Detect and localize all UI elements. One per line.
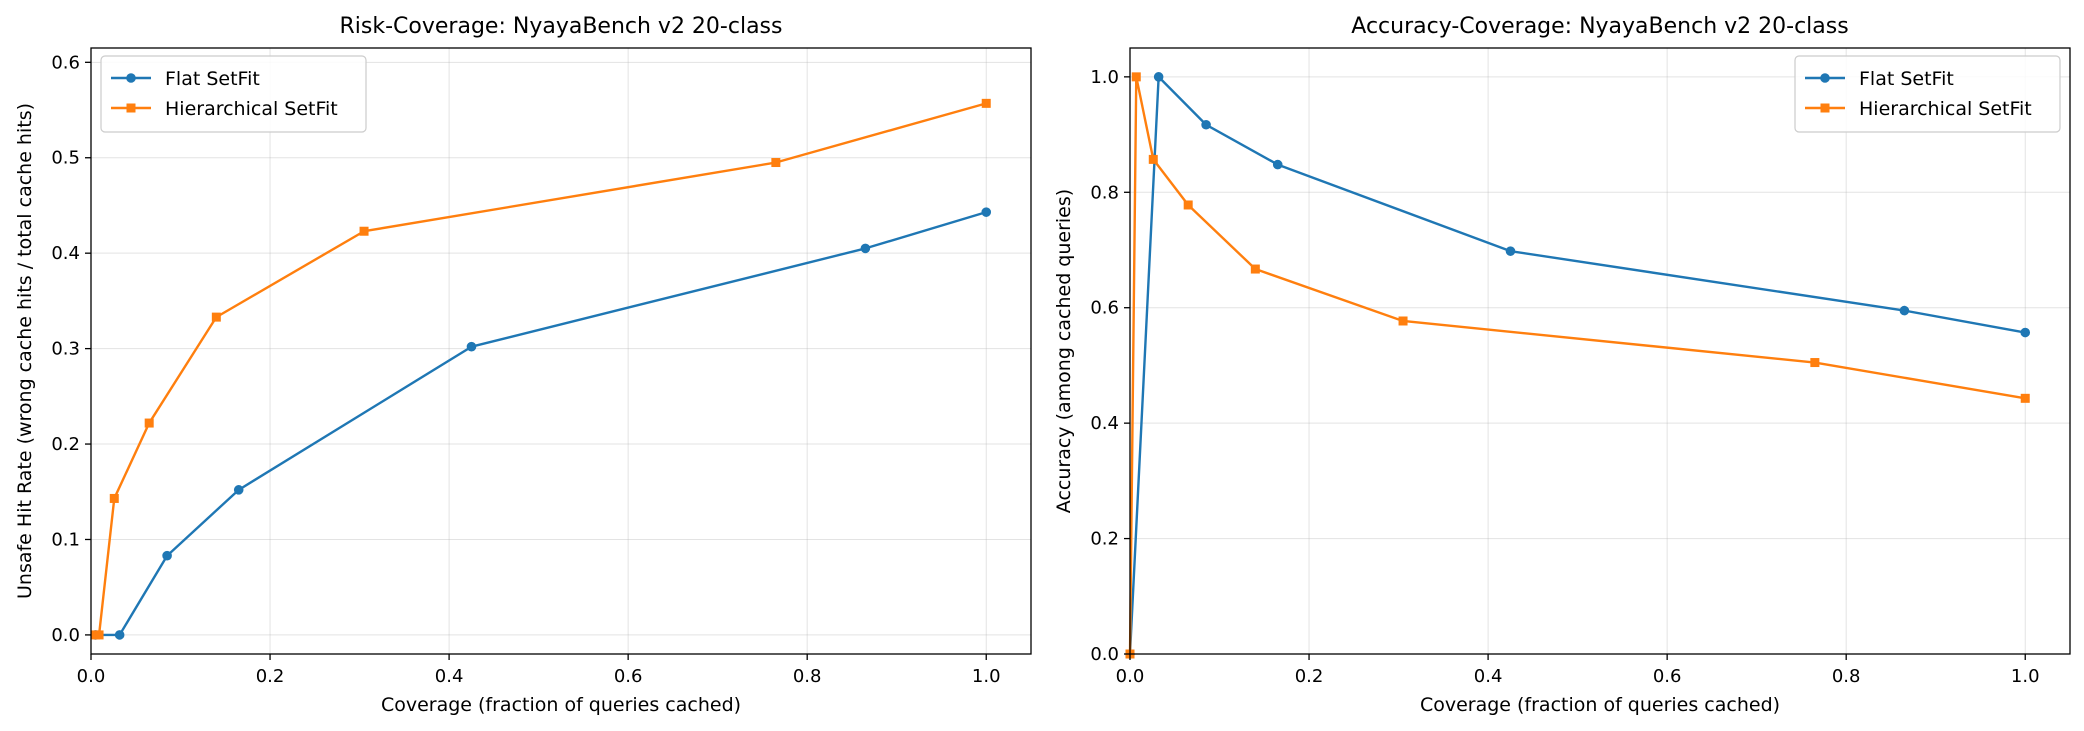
y-tick-label: 0.4 [1090,413,1119,434]
y-axis-label: Accuracy (among cached queries) [1053,189,1075,513]
x-tick-label: 0.6 [1653,666,1682,687]
data-point [211,312,221,322]
data-point [109,493,119,503]
x-tick-label: 1.0 [972,666,1001,687]
x-axis-label: Coverage (fraction of queries cached) [1420,694,1780,716]
x-tick-label: 0.2 [1295,666,1324,687]
data-point [1810,358,1820,368]
x-tick-label: 0.8 [1832,666,1861,687]
data-point [1505,246,1516,256]
y-tick-label: 0.2 [51,434,80,455]
data-point [771,158,781,168]
data-point [860,243,871,254]
legend-label: Hierarchical SetFit [1859,98,2032,120]
x-tick-label: 0.0 [77,666,106,687]
x-tick-label: 0.4 [1474,666,1503,687]
data-point [233,485,244,495]
risk-coverage-chart: 0.0 0.2 0.4 0.6 0.8 1.0 0.0 0.1 0.2 0.3 0.4 0.5 0.6 R… [14,14,1032,716]
y-tick-label: 0.5 [51,148,80,169]
y-tick-label: 0.6 [51,52,80,73]
y-tick-label: 0.6 [1090,298,1119,319]
y-tick-label: 0.0 [51,625,80,646]
legend-marker [126,73,136,83]
data-point [1148,154,1158,164]
data-point [1131,72,1141,82]
x-tick-label: 0.8 [793,666,822,687]
series-line-flat-setfit [95,210,987,637]
data-point [2020,393,2030,403]
y-tick-label: 0.1 [51,529,80,550]
plot-frame [90,47,1032,655]
y-tick-label: 0.4 [51,243,80,264]
data-point [162,550,172,561]
data-point [1272,159,1283,170]
chart-title: Risk-Coverage: NyayaBench v2 20-class [340,14,783,39]
data-point [144,418,154,428]
data-point [1201,119,1211,130]
legend: Flat SetFit Hierarchical SetFit [100,55,367,133]
legend-label: Hierarchical SetFit [165,98,338,120]
series-line-flat-setfit [1128,75,2026,655]
data-point [94,630,104,640]
legend-marker [126,103,136,113]
data-point [466,341,477,352]
data-point [359,226,369,236]
x-tick-label: 0.2 [256,666,285,687]
x-tick-label: 0.4 [435,666,464,687]
y-tick-label: 1.0 [1090,67,1119,88]
legend-marker [1820,103,1830,113]
y-tick-label: 0.3 [51,339,80,360]
x-axis-label: Coverage (fraction of queries cached) [381,694,741,716]
legend-marker [1820,73,1830,83]
x-tick-label: 0.0 [1116,666,1145,687]
x-tick-label: 0.6 [614,666,643,687]
data-point [2020,327,2031,338]
legend-frame [100,55,367,133]
data-point [981,98,991,108]
data-point [1398,316,1408,326]
x-tick-label: 1.0 [2011,666,2040,687]
chart-title: Accuracy-Coverage: NyayaBench v2 20-clas… [1351,14,1848,39]
legend-label: Flat SetFit [1859,68,1954,90]
accuracy-coverage-chart: 0.0 0.2 0.4 0.6 0.8 1.0 0.0 0.2 0.4 0.6 0.8 1.0 Accu… [1053,14,2071,716]
y-axis-label: Unsafe Hit Rate (wrong cache hits / tota… [14,103,36,599]
legend-frame [1794,55,2061,133]
data-point [1153,72,1164,82]
legend-label: Flat SetFit [165,68,260,90]
data-point [981,207,992,217]
y-tick-label: 0.2 [1090,529,1119,550]
data-point [114,630,125,640]
legend: Flat SetFit Hierarchical SetFit [1794,55,2061,133]
data-point [1250,264,1260,274]
plot-frame [1129,47,2071,655]
series-line-hierarchical-setfit [1128,75,2026,655]
y-tick-label: 0.0 [1090,644,1119,665]
data-point [1899,305,1910,316]
y-tick-label: 0.8 [1090,182,1119,203]
data-point [1183,200,1193,210]
series-line-hierarchical-setfit [95,102,987,637]
